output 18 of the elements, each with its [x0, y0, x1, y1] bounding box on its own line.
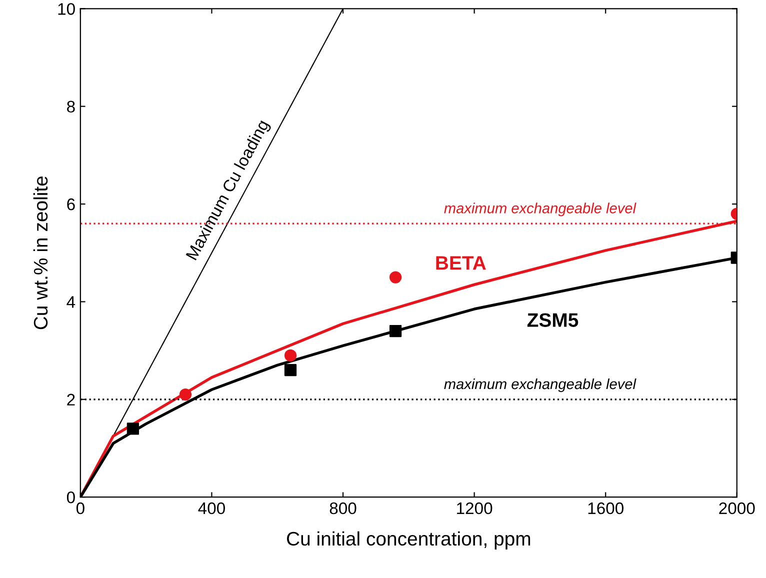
- y-tick-label: 0: [66, 491, 75, 504]
- y-tick-label: 6: [67, 198, 75, 210]
- x-tick-label: 2000: [719, 502, 755, 514]
- ref-line-label: maximum exchangeable level: [444, 378, 636, 392]
- x-tick-label: 1200: [457, 502, 492, 514]
- x-tick-label: 800: [330, 502, 356, 514]
- x-axis-title: Cu initial concentration, ppm: [286, 531, 530, 550]
- y-tick-label: 4: [66, 296, 76, 308]
- y-tick-label: 2: [67, 394, 75, 406]
- series-label: ZSM5: [527, 313, 578, 327]
- x-tick-label: 1600: [588, 502, 624, 514]
- y-tick-label: 8: [67, 100, 75, 113]
- series-label: BETA: [436, 256, 486, 270]
- y-axis-title: Cu wt.% in zeolite: [33, 176, 48, 330]
- x-tick-label: 0: [76, 502, 84, 514]
- y-tick-label: 10: [58, 3, 75, 15]
- ref-line-label: maximum exchangeable level: [444, 202, 636, 216]
- x-tick-label: 400: [198, 502, 225, 514]
